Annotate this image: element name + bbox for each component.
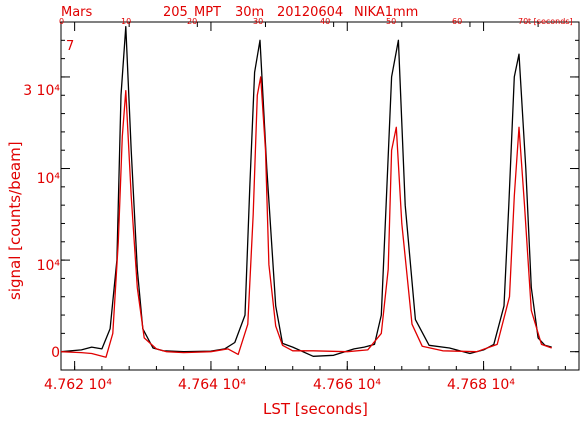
series-layer [60, 25, 552, 358]
top-axis-label: t [seconds] [528, 17, 573, 26]
top-tick-label: 30 [253, 17, 264, 26]
top-tick-label: 40 [320, 17, 331, 26]
title-instrument: NIKA1mm [354, 5, 419, 20]
y-tick-label: 10⁴ [36, 171, 60, 187]
axis-ticks [60, 21, 579, 370]
top-tick-label: 70 [518, 17, 529, 26]
top-tick-label: 20 [187, 17, 198, 26]
top-tick-label: 50 [386, 17, 397, 26]
x-tick-label: 4.764 10⁴ [178, 377, 246, 393]
x-tick-label: 4.768 10⁴ [447, 377, 515, 393]
y-axis-label: signal [counts/beam] [6, 141, 24, 300]
title-source: Mars [61, 5, 93, 20]
x-tick-label: 4.766 10⁴ [313, 377, 381, 393]
title-mode: MPT [194, 5, 221, 20]
x-axis-label: LST [seconds] [263, 400, 368, 418]
top-tick-label: 0 [59, 17, 65, 26]
series-line-black [60, 25, 552, 357]
y-tick-label: 10⁴ [36, 258, 60, 274]
title-scan: 205 [163, 5, 188, 20]
y-tick-label: 3 10⁴ [23, 83, 60, 99]
x-tick-label: 4.762 10⁴ [44, 377, 112, 393]
title-telescope: 30m [235, 5, 265, 20]
top-tick-label: 10 [121, 17, 132, 26]
panel-number: 7 [66, 39, 75, 54]
top-tick-label: 60 [452, 17, 463, 26]
series-line-red [60, 76, 552, 358]
title-date: 20120604 [277, 5, 344, 20]
y-tick-label: 0 [51, 345, 60, 361]
